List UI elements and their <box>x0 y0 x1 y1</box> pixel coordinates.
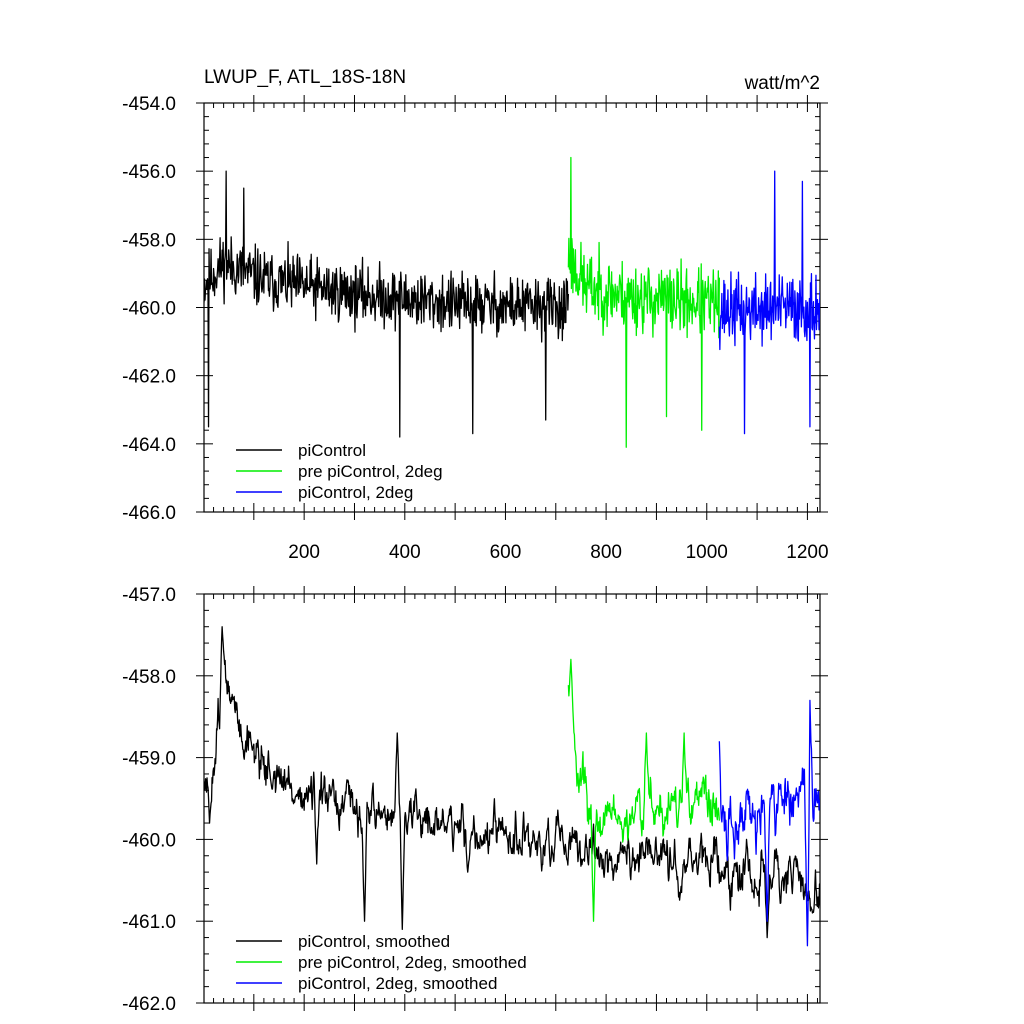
y-tick-label: -462.0 <box>122 994 176 1015</box>
legend-label: piControl, 2deg, smoothed <box>298 974 497 993</box>
legend-label: pre piControl, 2deg, smoothed <box>298 953 527 972</box>
series-lines <box>204 626 820 947</box>
y-tick-label: -458.0 <box>122 667 176 688</box>
plot-frame <box>203 593 821 1004</box>
series-line-picontrol-2deg <box>718 170 820 435</box>
series-line-picontrol-2deg-smoothed <box>718 699 820 947</box>
y-tick-label: -458.0 <box>122 230 176 251</box>
y-tick-label: -461.0 <box>122 912 176 933</box>
y-tick-label: -457.0 <box>122 585 176 606</box>
y-tick-label: -466.0 <box>122 503 176 524</box>
series-lines <box>204 156 820 448</box>
y-tick-label: -464.0 <box>122 435 176 456</box>
x-tick-label: 1200 <box>786 542 828 563</box>
y-tick-label: -459.0 <box>122 749 176 770</box>
bottom-panel: -457.0 -458.0 -459.0 -460.0 -461.0 -462.0 piCo… <box>122 585 828 1015</box>
legend-label: piControl, 2deg <box>298 483 413 502</box>
x-tick-label: 800 <box>590 542 622 563</box>
y-tick-label: -460.0 <box>122 299 176 320</box>
y-tick-label: -460.0 <box>122 830 176 851</box>
x-tick-label: 1000 <box>686 542 728 563</box>
top-panel: LWUP_F, ATL_18S-18N watt/m^2 200 400 600 80… <box>122 67 828 563</box>
series-line-pre-picontrol-2deg-smoothed <box>567 658 720 922</box>
y-tick-label: -462.0 <box>122 367 176 388</box>
x-tick-label: 600 <box>490 542 522 563</box>
y-tick-label: -454.0 <box>122 94 176 115</box>
chart-title: LWUP_F, ATL_18S-18N <box>204 67 406 88</box>
x-tick-label: 200 <box>288 542 320 563</box>
series-line-pre-picontrol-2deg <box>567 156 720 448</box>
legend-label: piControl <box>298 441 366 460</box>
y-tick-label: -456.0 <box>122 162 176 183</box>
legend-label: pre piControl, 2deg <box>298 462 443 481</box>
legend-label: piControl, smoothed <box>298 932 450 951</box>
series-line-picontrol <box>204 170 570 438</box>
x-tick-label: 400 <box>389 542 421 563</box>
series-line-picontrol-smoothed <box>204 626 820 939</box>
units-label: watt/m^2 <box>744 73 820 94</box>
